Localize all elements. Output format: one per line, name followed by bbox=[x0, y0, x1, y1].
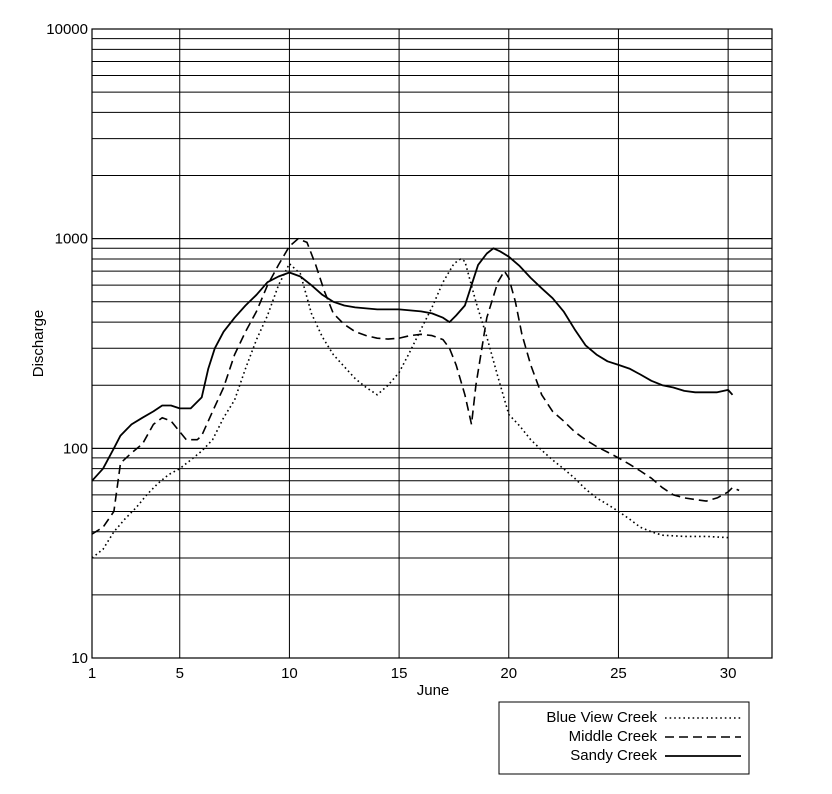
y-axis-title: Discharge bbox=[30, 310, 47, 378]
y-tick-label: 1000 bbox=[55, 231, 88, 248]
y-tick-label: 100 bbox=[63, 440, 88, 457]
y-tick-label: 10 bbox=[71, 650, 88, 667]
legend-box bbox=[498, 701, 750, 775]
series-line-middle-creek bbox=[91, 237, 740, 535]
x-tick-label: 30 bbox=[720, 665, 737, 682]
series-lines bbox=[91, 237, 740, 559]
series-line-blue-view-creek bbox=[91, 258, 729, 559]
x-axis-title: June bbox=[417, 682, 450, 699]
legend-label-blue-view-creek: Blue View Creek bbox=[546, 709, 657, 726]
y-tick-label: 10000 bbox=[46, 21, 88, 38]
legend: Blue View Creek Middle Creek Sandy Creek bbox=[498, 701, 750, 775]
x-tick-label: 25 bbox=[610, 665, 627, 682]
x-tick-label: 5 bbox=[176, 665, 184, 682]
legend-label-middle-creek: Middle Creek bbox=[569, 728, 658, 745]
x-tick-label: 10 bbox=[281, 665, 298, 682]
x-tick-label: 15 bbox=[391, 665, 408, 682]
x-tick-label: 20 bbox=[500, 665, 517, 682]
grid bbox=[92, 29, 772, 658]
series-line-sandy-creek bbox=[91, 247, 734, 482]
plot-frame bbox=[91, 28, 773, 659]
x-tick-label: 1 bbox=[88, 665, 96, 682]
legend-label-sandy-creek: Sandy Creek bbox=[570, 747, 657, 764]
